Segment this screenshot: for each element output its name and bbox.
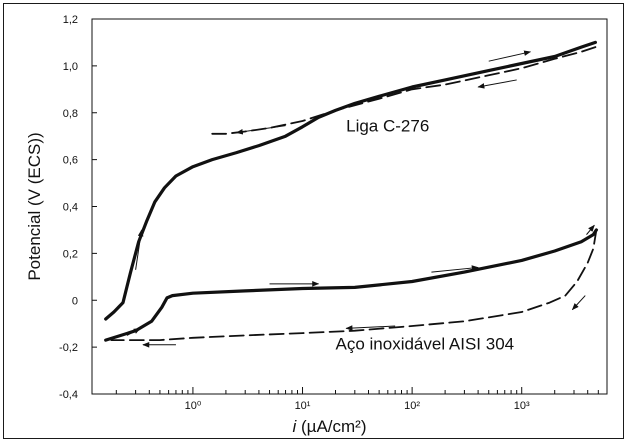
x-tick-label: 10¹: [295, 400, 311, 412]
scan-direction-arrow: [586, 224, 595, 235]
scan-direction-arrow: [126, 327, 141, 336]
reverse-scan-curve: [211, 46, 597, 135]
x-tick-label: 10³: [514, 400, 530, 412]
scan-direction-arrow: [477, 79, 517, 89]
y-tick-label: -0,2: [59, 342, 78, 354]
scan-direction-arrow: [431, 265, 479, 273]
y-tick-label: 1,0: [63, 61, 78, 73]
y-tick-label: 1,2: [63, 14, 78, 26]
y-tick-label: 0,6: [63, 155, 78, 167]
y-tick-label: 0,4: [63, 202, 78, 214]
y-tick-label: 0,2: [63, 248, 78, 260]
direction-arrows: [126, 50, 595, 348]
chart-frame: -0,4 -0,2 0 0,2 0,4 0,6 0,8 1,0 1,2 10⁰ 10¹ 10² 10³ …: [3, 3, 624, 439]
y-tick-label: 0: [72, 295, 78, 307]
forward-scan-curve: [104, 40, 597, 321]
x-tick-label: 10²: [404, 400, 420, 412]
curve-annotation: Liga C-276: [346, 117, 429, 136]
scan-direction-arrow: [571, 295, 586, 311]
axes: -0,4 -0,2 0 0,2 0,4 0,6 0,8 1,0 1,2 10⁰ 10¹ 10² 10³: [59, 14, 608, 412]
labels: Liga C-276 Aço inoxidável AISI 304: [336, 117, 515, 354]
x-tick-label: 10⁰: [185, 400, 202, 412]
x-axis-label-symbol: i: [292, 417, 297, 436]
scan-direction-arrow: [488, 50, 532, 62]
y-tick-label: -0,4: [59, 389, 78, 401]
scan-direction-arrow: [235, 125, 286, 135]
y-axis-label: Potencial (V (ECS)): [25, 132, 44, 280]
forward-scan-curve: [104, 228, 598, 342]
curve-annotation: Aço inoxidável AISI 304: [336, 334, 515, 353]
curves: [104, 40, 598, 342]
x-axis-label: i (µA/cm²): [292, 417, 366, 436]
reverse-scan-curve: [110, 229, 598, 341]
y-tick-label: 0,8: [63, 108, 78, 120]
x-axis-label-unit: (µA/cm²): [296, 417, 366, 436]
scan-direction-arrow: [345, 325, 396, 331]
scan-direction-arrow: [135, 229, 144, 270]
